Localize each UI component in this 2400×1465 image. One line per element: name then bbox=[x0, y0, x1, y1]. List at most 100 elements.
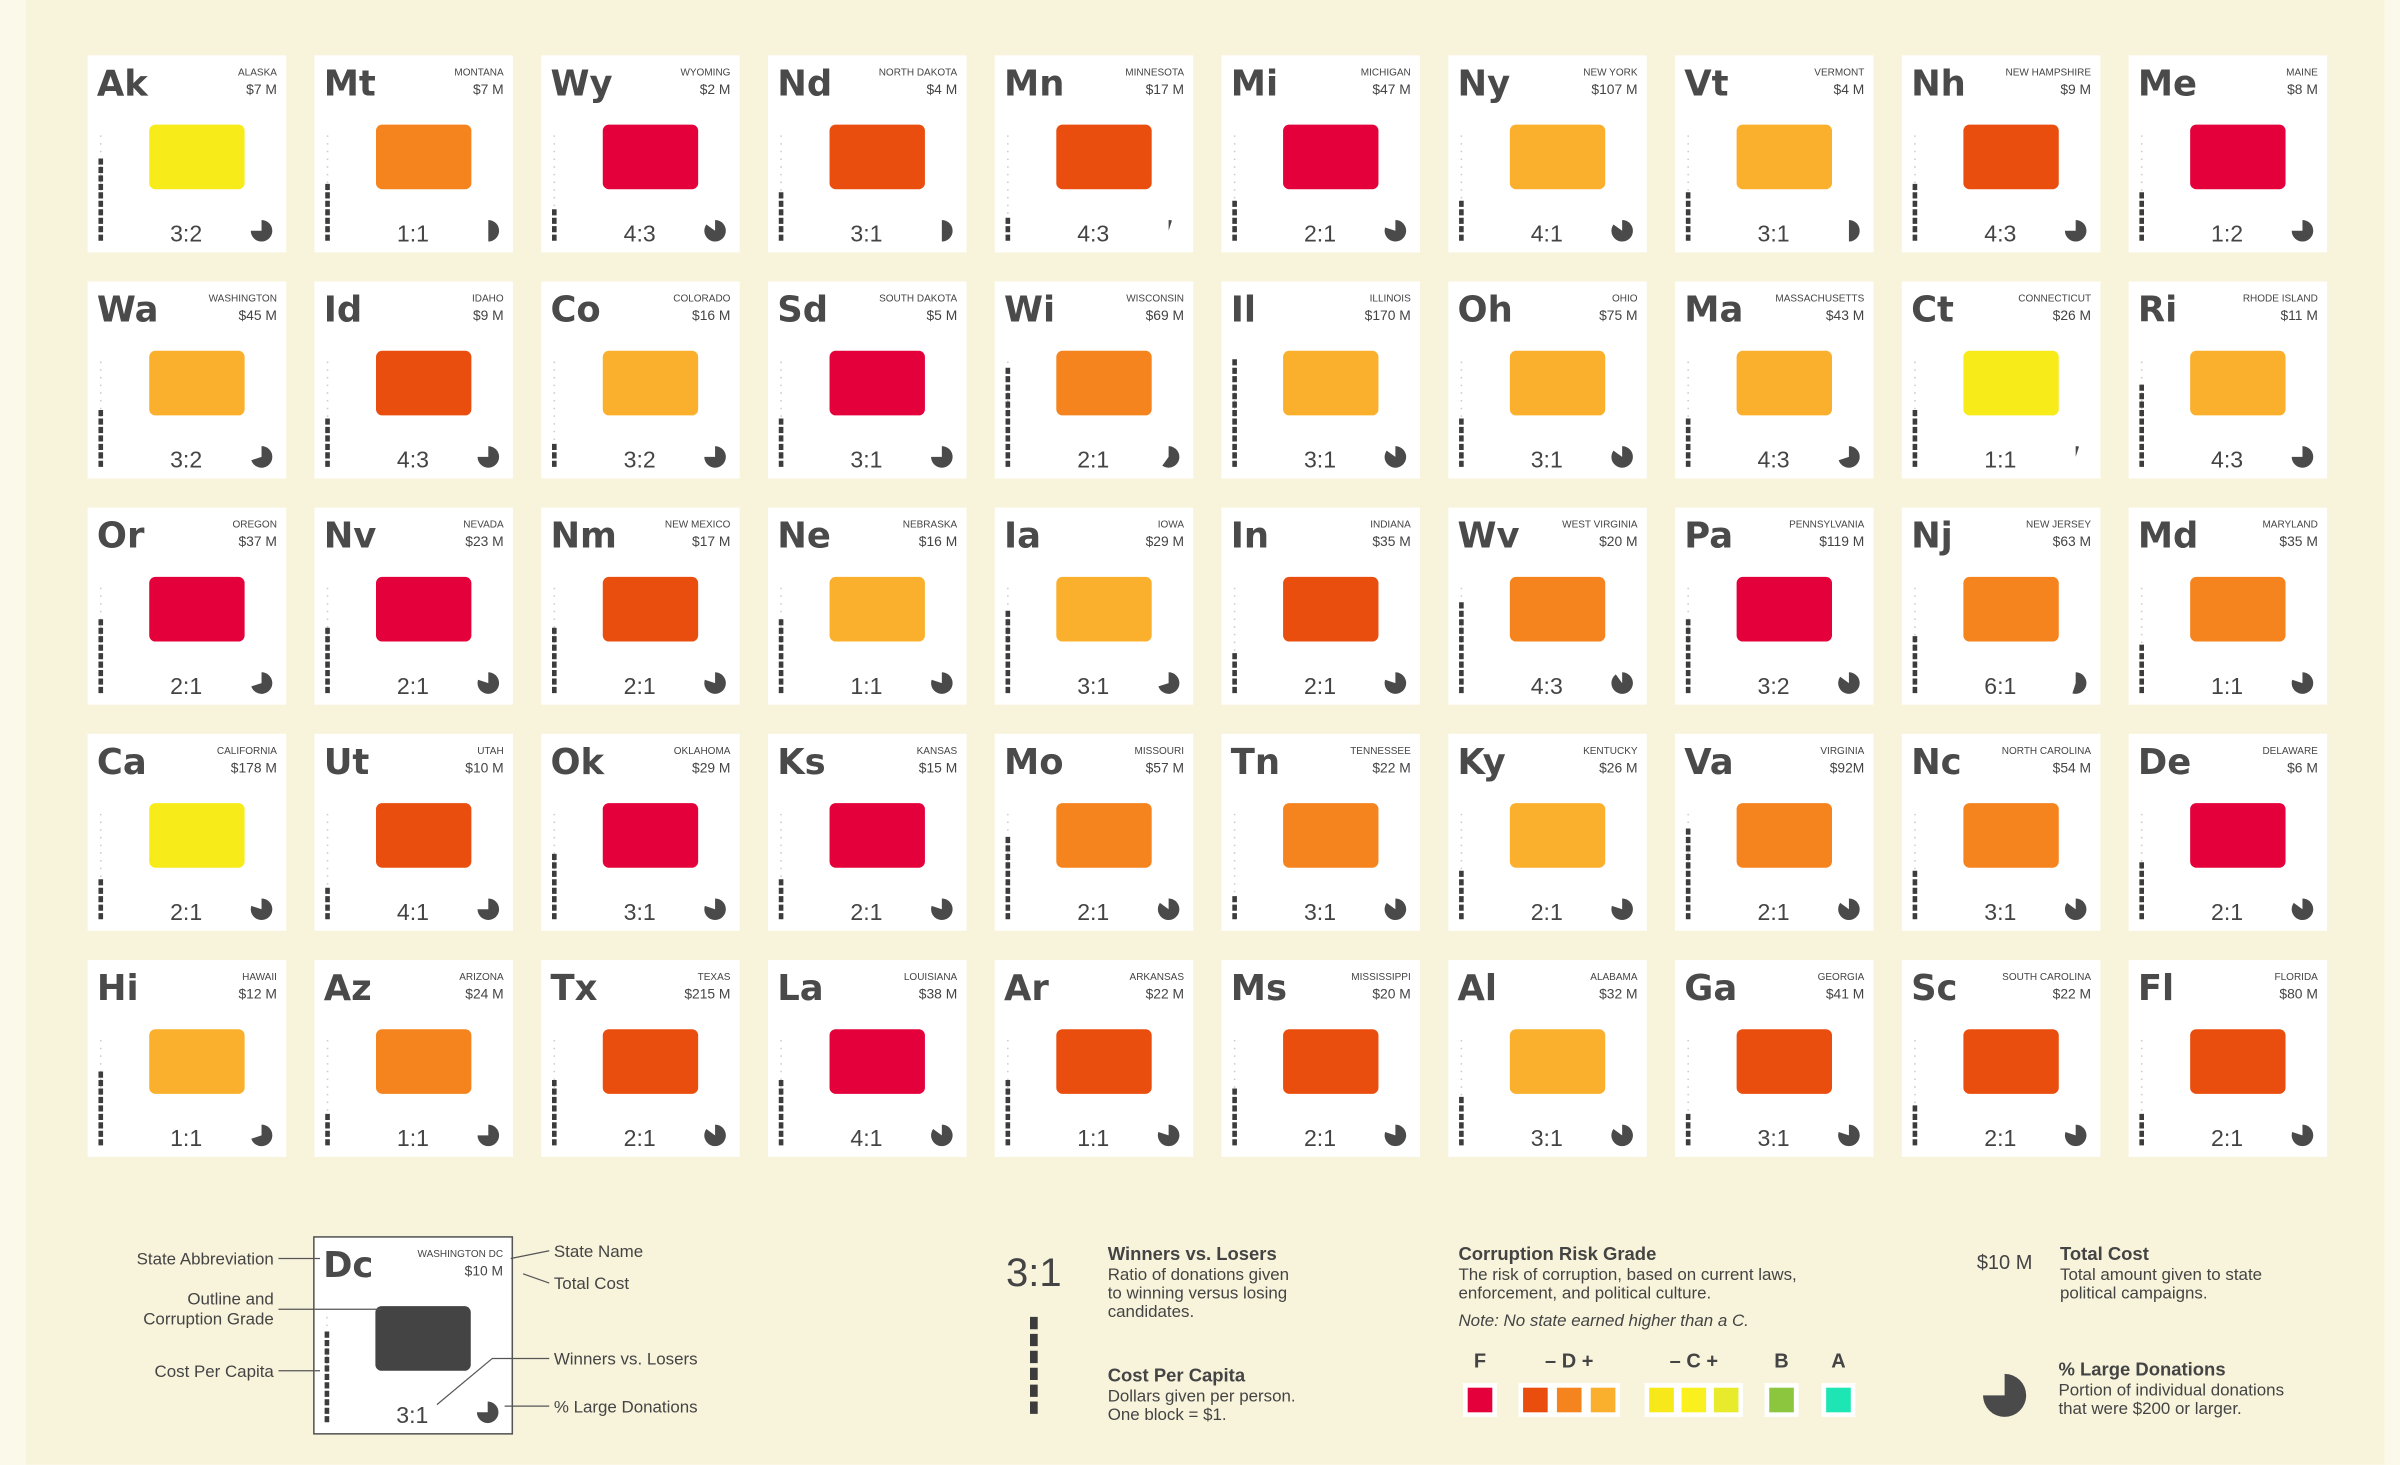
total-cost: $6 M bbox=[2287, 759, 2318, 775]
win-loss-ratio: 1:1 bbox=[1077, 1125, 1109, 1151]
state-name: ARIZONA bbox=[459, 972, 504, 983]
win-loss-ratio: 2:1 bbox=[1531, 899, 1563, 925]
state-outline bbox=[1736, 124, 1833, 190]
donation-pie bbox=[1384, 220, 1407, 242]
win-loss-ratio: 2:1 bbox=[1304, 673, 1336, 699]
state-outline bbox=[2190, 576, 2286, 642]
win-loss-ratio: 4:1 bbox=[1531, 221, 1563, 247]
state-abbr: Mi bbox=[1231, 63, 1278, 104]
state-name: CALIFORNIA bbox=[217, 746, 277, 757]
total-cost: $2 M bbox=[700, 81, 731, 97]
state-name: MINNESOTA bbox=[1125, 67, 1184, 78]
state-abbr: Wi bbox=[1004, 290, 1055, 331]
total-cost: $15 M bbox=[919, 759, 957, 775]
donation-pie bbox=[477, 1124, 500, 1147]
state-abbr: Or bbox=[97, 516, 145, 557]
total-cost: $29 M bbox=[1146, 533, 1184, 549]
total-cost: $22 M bbox=[1146, 985, 1184, 1001]
total-cost: $10 M bbox=[465, 1262, 503, 1278]
win-loss-ratio: 1:1 bbox=[170, 1125, 202, 1151]
win-loss-ratio: 3:1 bbox=[1758, 1125, 1790, 1151]
donation-pie bbox=[704, 220, 726, 242]
grade-swatch bbox=[1556, 1387, 1582, 1413]
legend-text: to winning versus losing bbox=[1108, 1283, 1288, 1302]
leader-line bbox=[510, 1250, 550, 1260]
grade-label: – C + bbox=[1670, 1351, 1718, 1373]
win-loss-ratio: 2:1 bbox=[2211, 1125, 2243, 1151]
state-outline bbox=[1736, 576, 1833, 642]
state-abbr: Tx bbox=[550, 968, 597, 1009]
total-cost: $16 M bbox=[692, 307, 730, 323]
donation-pie bbox=[1384, 1124, 1407, 1147]
grade-swatch bbox=[1769, 1387, 1794, 1413]
grade-swatch bbox=[1590, 1387, 1616, 1413]
donation-pie bbox=[1158, 672, 1180, 694]
donation-pie bbox=[476, 1401, 499, 1424]
total-cost: $7 M bbox=[246, 81, 277, 97]
state-outline bbox=[1283, 1029, 1379, 1094]
state-name: TEXAS bbox=[698, 972, 731, 983]
state-outline bbox=[149, 124, 245, 190]
state-abbr: Me bbox=[2138, 63, 2197, 104]
total-cost: $9 M bbox=[2060, 81, 2091, 97]
state-name: NEVADA bbox=[463, 520, 504, 531]
legend-text: The risk of corruption, based on current… bbox=[1458, 1265, 1796, 1284]
win-loss-ratio: 1:1 bbox=[850, 673, 882, 699]
legend-cost-sample: $10 M bbox=[1977, 1252, 2033, 1274]
donation-pie bbox=[250, 898, 273, 920]
state-outline bbox=[1736, 1029, 1833, 1094]
state-abbr: In bbox=[1231, 516, 1269, 557]
state-name: PENNSYLVANIA bbox=[1789, 520, 1865, 531]
donation-pie bbox=[2064, 1124, 2087, 1147]
donation-pie bbox=[2291, 1124, 2314, 1147]
state-name: HAWAII bbox=[242, 972, 277, 983]
donation-pie bbox=[1384, 898, 1407, 921]
total-cost: $107 M bbox=[1591, 81, 1637, 97]
state-outline bbox=[1056, 803, 1152, 868]
donation-pie bbox=[1384, 446, 1407, 468]
state-name: UTAH bbox=[477, 746, 503, 757]
win-loss-ratio: 4:3 bbox=[1984, 221, 2016, 247]
total-cost: $8 M bbox=[2287, 81, 2318, 97]
donation-pie bbox=[1168, 220, 1172, 231]
win-loss-ratio: 4:3 bbox=[1758, 447, 1790, 473]
total-cost: $38 M bbox=[919, 985, 957, 1001]
state-abbr: Wa bbox=[97, 290, 159, 331]
state-outline bbox=[1056, 1029, 1152, 1094]
state-outline bbox=[1963, 1029, 2059, 1094]
grade-swatch bbox=[1649, 1387, 1674, 1413]
state-outline bbox=[1283, 350, 1379, 416]
total-cost: $45 M bbox=[238, 307, 276, 323]
total-cost: $20 M bbox=[1372, 985, 1410, 1001]
state-name: SOUTH DAKOTA bbox=[879, 294, 957, 305]
key-label: State Abbreviation bbox=[137, 1250, 274, 1269]
win-loss-ratio: 2:1 bbox=[2211, 899, 2243, 925]
state-abbr: Hi bbox=[97, 968, 139, 1009]
win-loss-ratio: 2:1 bbox=[1077, 899, 1109, 925]
legend-text: Ratio of donations given bbox=[1108, 1265, 1289, 1284]
state-abbr: De bbox=[2138, 742, 2191, 783]
win-loss-ratio: 3:2 bbox=[170, 221, 202, 247]
donation-pie bbox=[1384, 672, 1407, 694]
state-outline bbox=[1056, 124, 1152, 190]
state-outline bbox=[1056, 576, 1152, 642]
total-cost: $12 M bbox=[238, 985, 276, 1001]
state-name: ARKANSAS bbox=[1130, 972, 1185, 983]
legend-text: candidates. bbox=[1108, 1302, 1194, 1321]
state-abbr: Nd bbox=[777, 63, 832, 104]
total-cost: $43 M bbox=[1826, 307, 1864, 323]
donation-pie bbox=[1838, 672, 1860, 694]
state-outline bbox=[1056, 350, 1152, 416]
state-outline bbox=[149, 576, 245, 642]
total-cost: $35 M bbox=[1372, 533, 1410, 549]
state-name: MONTANA bbox=[454, 67, 504, 78]
leader-line bbox=[522, 1273, 550, 1284]
state-outline bbox=[1963, 350, 2059, 416]
state-abbr: Ct bbox=[1911, 290, 1954, 331]
total-cost: $10 M bbox=[465, 759, 503, 775]
state-abbr: La bbox=[777, 968, 823, 1009]
state-abbr: Ar bbox=[1004, 968, 1049, 1009]
donation-pie bbox=[477, 672, 500, 694]
state-outline bbox=[1736, 803, 1833, 868]
